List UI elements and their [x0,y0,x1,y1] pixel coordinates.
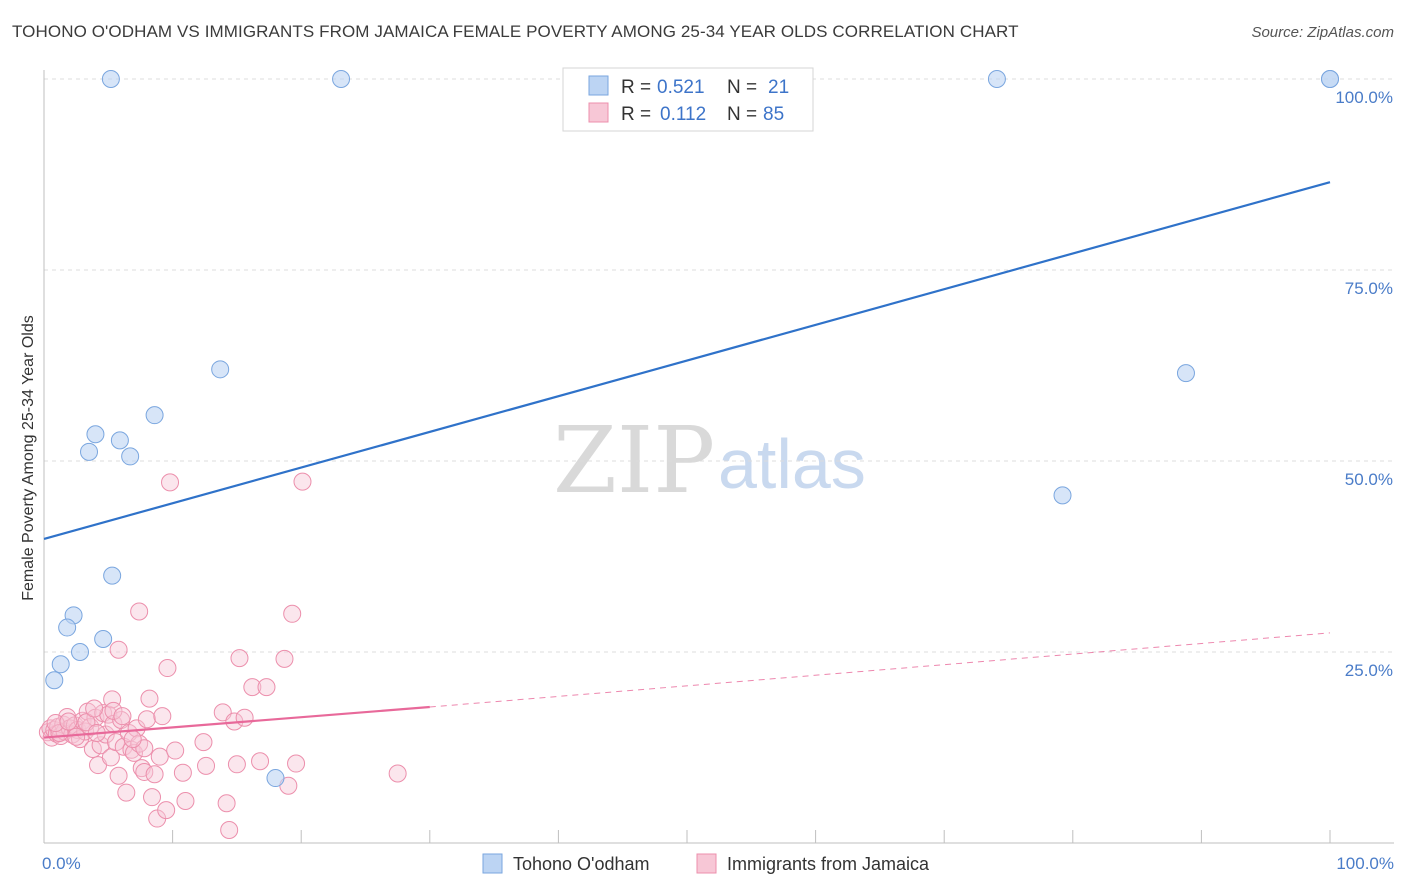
jamaica-point-71 [275,649,294,668]
jamaica-point-51 [150,747,169,766]
bottom-legend-swatch-tohono [482,853,503,874]
jamaica-point-75 [293,472,312,491]
jamaica-point-42 [113,707,132,726]
jamaica-point-46 [137,710,156,729]
jamaica-point-57 [173,763,192,782]
jamaica-point-82 [59,712,78,731]
y-tick-label-0: 100.0% [1335,88,1393,107]
tohono-point-0 [101,70,120,88]
jamaica-point-81 [46,714,65,733]
jamaica-point-56 [166,741,185,760]
jamaica-point-74 [287,754,306,773]
legend-swatch-jamaica [588,102,609,123]
jamaica-point-62 [217,794,236,813]
legend-n-label-1: N = [727,77,757,98]
tohono-point-12 [103,566,122,585]
series-tohono-points [45,70,1339,788]
x-tick-label-min: 0.0% [42,854,81,873]
jamaica-point-53 [157,801,176,820]
y-tick-label-3: 25.0% [1345,661,1393,680]
tohono-point-7 [86,425,105,444]
series-jamaica-points [38,472,407,840]
bottom-legend-label-jamaica: Immigrants from Jamaica [727,854,930,874]
jamaica-point-66 [230,649,249,668]
tohono-point-19 [266,769,285,788]
series-legend: Tohono O'odham Immigrants from Jamaica [482,853,930,874]
y-tick-label-2: 50.0% [1345,470,1393,489]
tohono-point-10 [121,447,140,466]
y-tick-labels: 100.0% 75.0% 50.0% 25.0% [1335,88,1393,680]
jamaica-point-70 [257,678,276,697]
gridlines [44,78,1394,653]
jamaica-point-73 [283,604,302,623]
x-tick-marks [43,830,1331,843]
jamaica-point-60 [197,756,216,775]
jamaica-point-54 [158,659,177,678]
jamaica-point-63 [220,821,239,840]
tohono-point-4 [211,360,230,379]
tohono-point-16 [71,643,90,661]
jamaica-point-41 [104,701,123,720]
jamaica-point-43 [109,640,128,659]
jamaica-point-68 [243,678,262,697]
jamaica-point-59 [194,733,213,752]
jamaica-point-35 [125,743,144,762]
jamaica-point-22 [91,736,110,755]
legend-swatch-tohono [588,75,609,96]
tohono-point-9 [80,442,99,461]
watermark-atlas: atlas [718,425,866,503]
legend-n-value-1: 21 [768,77,789,98]
jamaica-point-29 [109,766,128,785]
tohono-point-2 [987,70,1006,88]
jamaica-point-65 [227,755,246,774]
legend-n-value-2: 85 [763,104,784,125]
trend-line-tohono [43,181,1331,540]
tohono-point-20 [1321,70,1339,88]
jamaica-point-55 [161,473,180,492]
tohono-point-1 [332,70,351,88]
tohono-point-18 [45,671,64,690]
legend-n-label-2: N = [727,104,757,125]
jamaica-point-67 [235,708,254,727]
legend-r-label-1: R = [621,77,651,98]
jamaica-point-84 [85,699,104,718]
chart-title: TOHONO O'ODHAM VS IMMIGRANTS FROM JAMAIC… [12,22,1019,41]
bottom-legend-label-tohono: Tohono O'odham [513,854,650,874]
tohono-point-5 [1176,364,1195,383]
jamaica-point-40 [103,690,122,709]
y-tick-label-1: 75.0% [1345,279,1393,298]
trend-lines [43,181,1331,739]
tohono-point-6 [145,406,164,425]
source-label: Source: ZipAtlas.com [1251,24,1394,41]
jamaica-point-58 [176,791,195,810]
legend-r-value-1: 0.521 [657,77,705,98]
tohono-point-11 [1053,486,1072,505]
jamaica-point-32 [117,783,136,802]
trend-line-jamaica-extension [429,632,1331,708]
jamaica-point-47 [140,689,159,708]
correlation-legend: R = 0.521 N = 21 R = 0.112 N = 85 [562,67,814,132]
jamaica-point-36 [127,719,146,738]
jamaica-point-83 [123,730,142,749]
jamaica-point-48 [143,788,162,807]
watermark-zip: ZIP [553,407,715,514]
legend-r-label-2: R = [621,104,651,125]
jamaica-point-44 [130,602,149,621]
jamaica-point-76 [388,764,407,783]
tohono-point-14 [58,618,77,637]
trend-line-jamaica [43,705,430,739]
x-tick-label-max: 100.0% [1336,854,1394,873]
jamaica-point-49 [145,765,164,784]
y-axis-title: Female Poverty Among 25-34 Year Olds [20,315,37,601]
jamaica-point-52 [153,707,172,726]
tohono-point-15 [94,630,113,649]
tohono-point-8 [110,431,129,450]
jamaica-point-69 [251,752,270,771]
jamaica-point-78 [67,727,86,746]
bottom-legend-swatch-jamaica [696,853,717,874]
tohono-point-17 [51,655,70,674]
legend-r-value-2: 0.112 [660,104,706,125]
